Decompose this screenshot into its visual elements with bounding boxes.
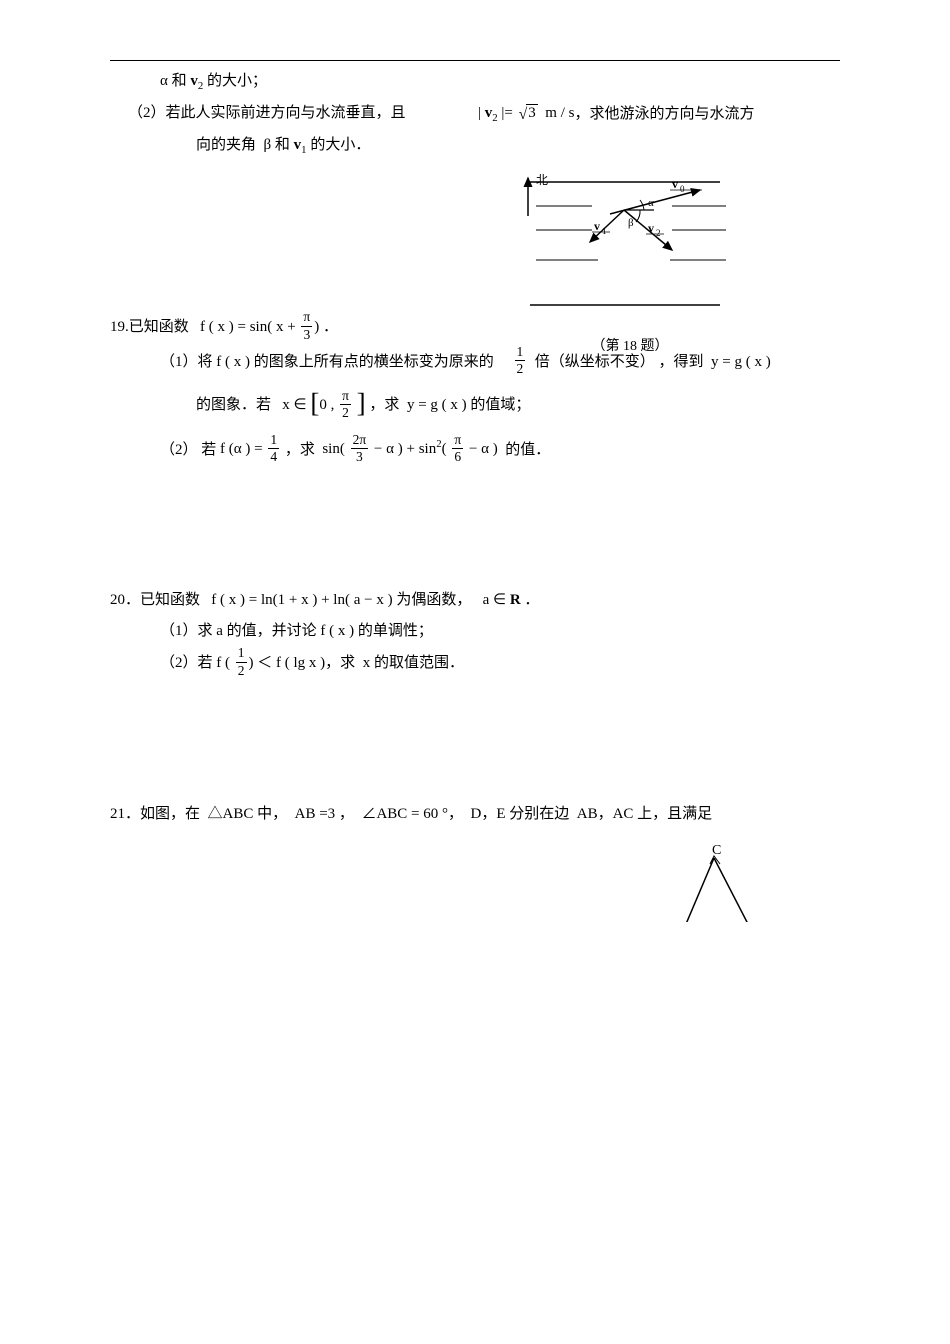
label-alpha: α — [648, 197, 654, 209]
top-rule — [110, 60, 840, 61]
p21-head: 21．如图，在 △ABC 中， AB =3 ， ∠ABC = 60 °， D，E… — [110, 800, 840, 829]
svg-text:2: 2 — [656, 228, 661, 238]
p19-part2: （2） 若 f (α ) = 1 4 ，求 sin( 2π 3 − α ) + … — [110, 434, 840, 467]
svg-text:1: 1 — [602, 226, 607, 236]
p21-block: 21．如图，在 △ABC 中， AB =3 ， ∠ABC = 60 °， D，E… — [110, 800, 840, 829]
label-v2: v — [648, 221, 654, 235]
figure-21: C — [650, 842, 770, 933]
label-v0: v — [672, 177, 678, 191]
label-north: 北 — [536, 173, 548, 187]
figure-18: 北 v0 v1 v2 α β （第 18 题） — [490, 170, 770, 355]
p18-part2c: 向的夹角 β 和 v1 的大小． — [110, 131, 840, 161]
p20-block: 20．已知函数 f ( x ) = ln(1 + x ) + ln( a − x… — [110, 586, 840, 680]
figure-18-svg: 北 v0 v1 v2 α β — [490, 170, 750, 320]
figure-21-svg: C — [650, 842, 770, 922]
figure-18-caption: （第 18 题） — [490, 335, 770, 355]
label-C: C — [712, 843, 721, 858]
p18-line0: α 和 v2 的大小； — [110, 67, 840, 97]
label-beta: β — [628, 217, 634, 229]
p20-part1: （1）求 a 的值，并讨论 f ( x ) 的单调性； — [110, 617, 840, 646]
p18-block: α 和 v2 的大小； （2）若此人实际前进方向与水流垂直，且 | v2 |= … — [110, 67, 840, 161]
label-v1: v — [594, 219, 600, 233]
p18-v2mag: | v2 |= 3 m / s — [478, 105, 574, 121]
p18-part2a: （2）若此人实际前进方向与水流垂直，且 — [128, 105, 406, 121]
p19-part1c: 的图象．若 x ∈ [0 , π 2 ] ，求 y = g ( x ) 的值域； — [110, 380, 840, 431]
p20-head: 20．已知函数 f ( x ) = ln(1 + x ) + ln( a − x… — [110, 586, 840, 615]
svg-text:0: 0 — [680, 184, 685, 194]
p20-part2: （2）若 f ( 1 2 ) ＜ f ( lg x )，求 x 的取值范围． — [110, 647, 840, 680]
